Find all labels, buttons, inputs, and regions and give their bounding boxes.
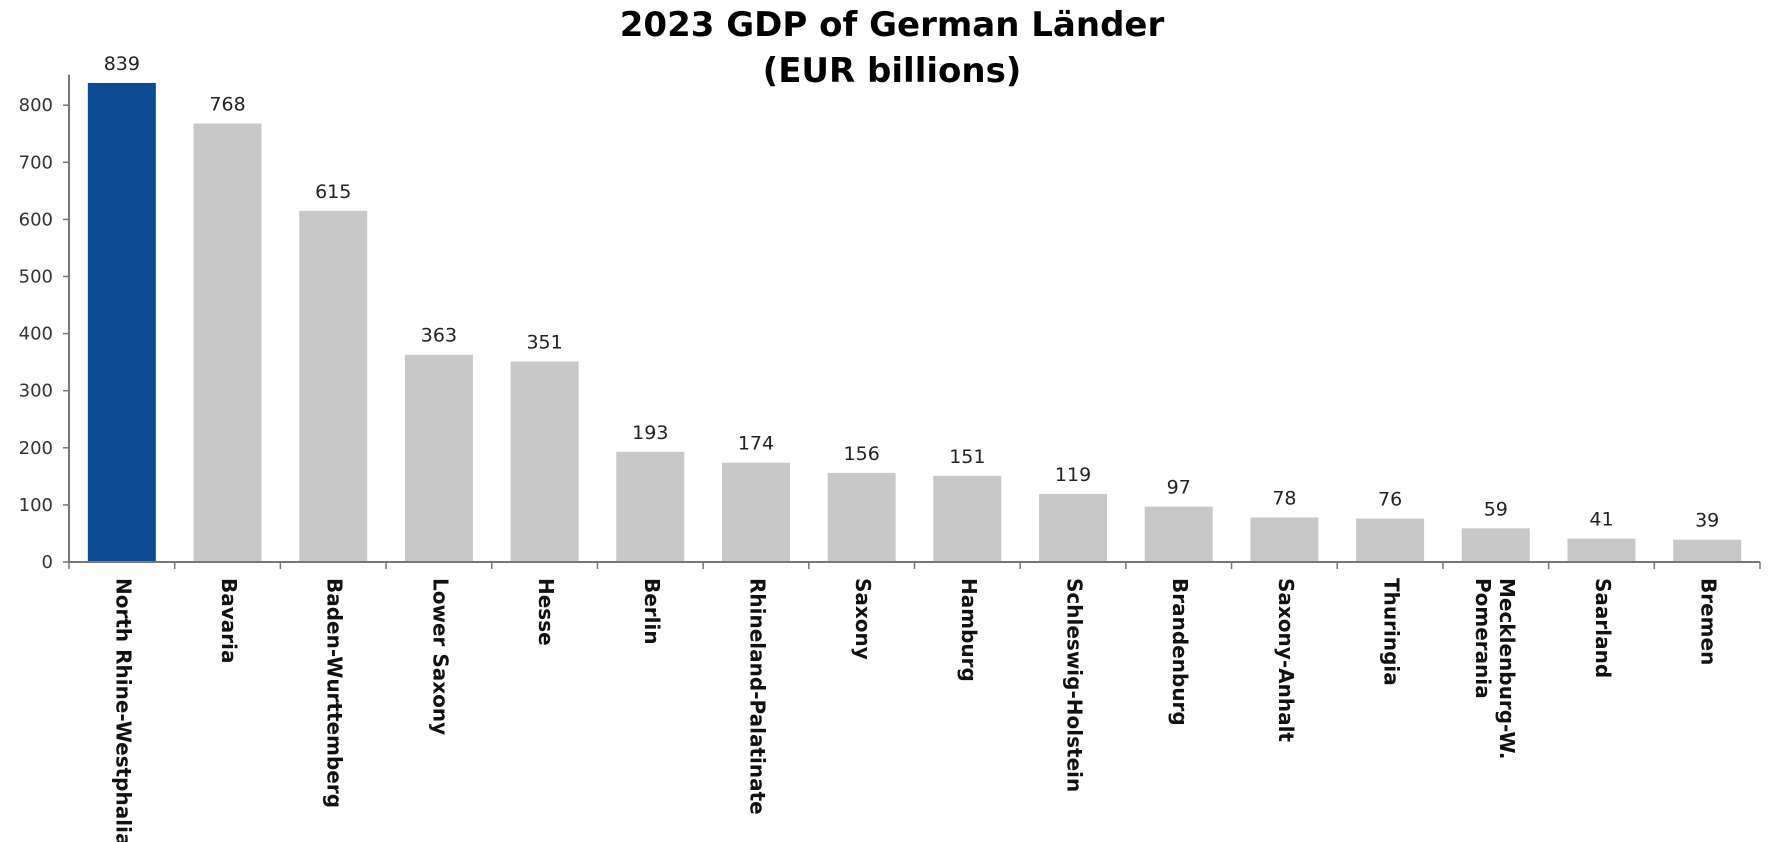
x-category-label: Saxony-Anhalt [1274,578,1298,742]
bar-saxony-anhalt [1250,517,1319,562]
x-category-label: Saxony [851,578,875,660]
bar-schleswig-holstein [1039,494,1108,562]
data-label: 615 [315,181,351,203]
data-label: 76 [1378,489,1402,511]
y-tick-label: 100 [19,495,53,516]
bar-hesse [510,361,579,562]
chart-title: 2023 GDP of German Länder (EUR billions) [0,2,1784,94]
data-label: 174 [738,433,774,455]
data-label: 156 [844,443,880,465]
bar-mecklenburg-w-pomerania [1461,528,1530,562]
bar-thuringia [1356,518,1425,562]
bar-lower-saxony [404,354,473,562]
data-label: 41 [1589,509,1613,531]
x-category-label-line: Mecklenburg-W. [1495,578,1519,759]
y-tick-label: 800 [19,95,53,116]
data-label: 119 [1055,464,1091,486]
x-category-label-line: Pomerania [1471,578,1495,699]
data-label: 363 [421,325,457,347]
x-category-label: Baden-Wurttemberg [323,578,347,808]
data-label: 151 [949,446,985,468]
bar-bavaria [193,123,262,563]
bar-brandenburg [1144,506,1213,562]
x-category-label: Rhineland-Palatinate [745,578,769,815]
y-tick-label: 0 [42,552,53,573]
y-tick-label: 200 [19,438,53,459]
y-tick-label: 600 [19,209,53,230]
x-category-label: Hesse [534,578,558,646]
y-tick-label: 300 [19,381,53,402]
x-category-label: Mecklenburg-W.Pomerania [1471,578,1519,759]
bar-saxony [827,472,896,562]
data-label: 193 [632,422,668,444]
data-label: 78 [1272,487,1296,509]
x-category-label: Thuringia [1380,578,1404,686]
x-category-label: Schleswig-Holstein [1063,578,1087,792]
bar-hamburg [933,475,1002,562]
data-label: 351 [526,332,562,354]
x-category-label: Hamburg [957,578,981,682]
bar-berlin [616,451,685,562]
data-label: 59 [1484,498,1508,520]
x-category-label: Lower Saxony [428,578,452,735]
data-label: 768 [209,93,245,115]
x-category-label: Bremen [1697,578,1721,665]
bar-saarland [1567,538,1636,562]
x-category-label: Berlin [640,578,664,645]
bar-bremen [1673,539,1742,562]
y-tick-label: 500 [19,267,53,288]
chart-title-line-1: 2023 GDP of German Länder [619,5,1165,45]
x-category-label: Bavaria [217,578,241,664]
y-tick-label: 400 [19,324,53,345]
bar-baden-wurttemberg [299,210,368,562]
x-category-label: Brandenburg [1168,578,1192,726]
x-category-label: Saarland [1591,578,1615,678]
data-label: 97 [1167,477,1191,499]
bar-rhineland-palatinate [721,462,790,562]
chart-title-line-2: (EUR billions) [762,51,1022,91]
bar-north-rhine-westphalia [87,82,156,562]
data-label: 839 [104,53,140,75]
y-tick-label: 700 [19,152,53,173]
data-label: 39 [1695,510,1719,532]
x-category-label: North Rhine-Westphalia [111,578,135,842]
